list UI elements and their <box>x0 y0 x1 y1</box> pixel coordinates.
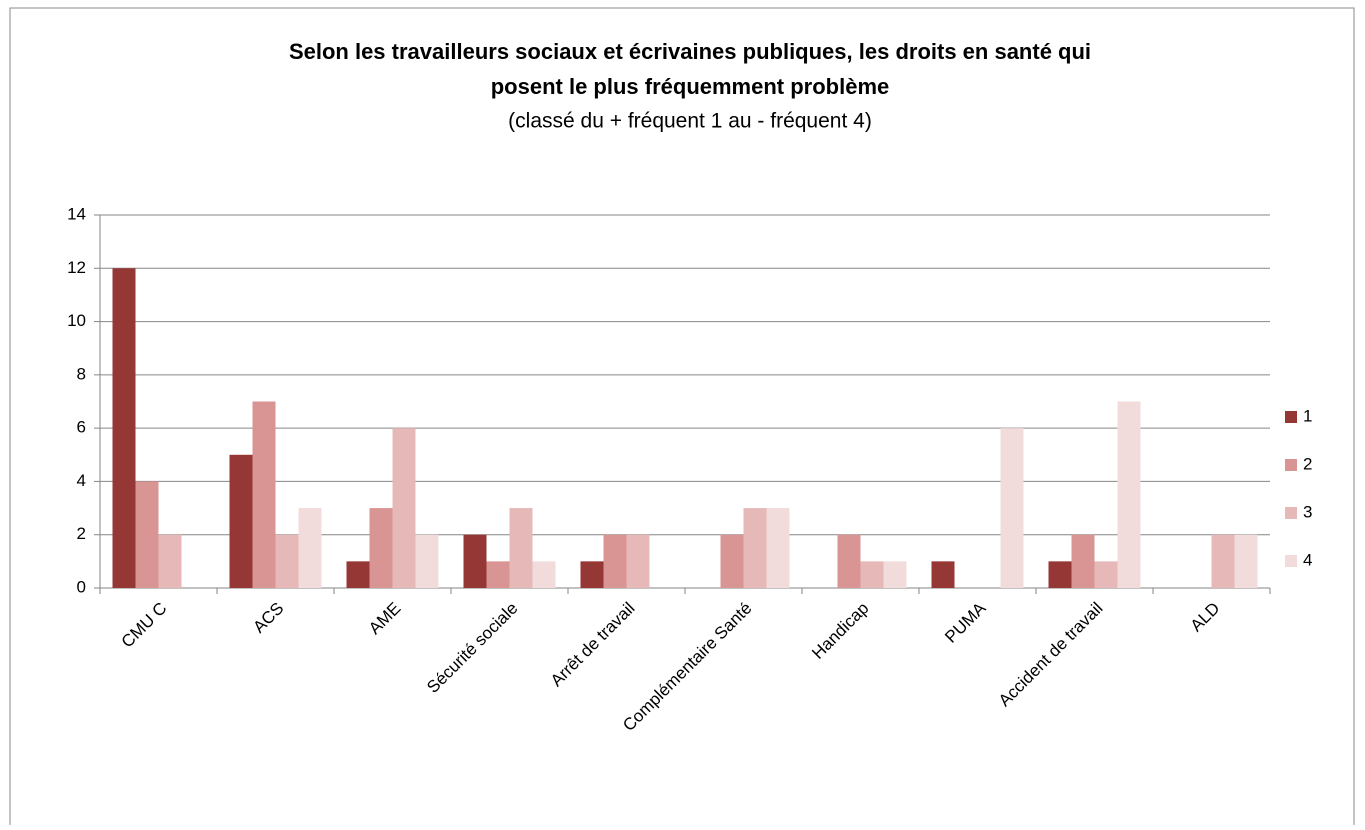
y-tick-label: 14 <box>67 204 86 223</box>
bar <box>720 534 744 588</box>
y-tick-label: 10 <box>67 311 86 330</box>
bar <box>298 508 322 588</box>
legend-label: 3 <box>1303 502 1312 521</box>
bar <box>626 534 650 588</box>
legend-swatch <box>1285 411 1297 423</box>
bar <box>509 508 533 588</box>
bar <box>931 561 955 588</box>
bar <box>1048 561 1072 588</box>
legend-label: 1 <box>1303 406 1312 425</box>
bar <box>486 561 510 588</box>
bar <box>1000 428 1024 588</box>
bar <box>1117 401 1141 588</box>
bar <box>369 508 393 588</box>
bar <box>603 534 627 588</box>
bar <box>252 401 276 588</box>
bar <box>883 561 907 588</box>
y-tick-label: 8 <box>77 364 86 383</box>
bar <box>112 268 136 588</box>
chart-title: posent le plus fréquemment problème <box>491 74 890 99</box>
bar <box>1094 561 1118 588</box>
bar <box>158 534 182 588</box>
legend-swatch <box>1285 459 1297 471</box>
y-tick-label: 6 <box>77 418 86 437</box>
bar <box>580 561 604 588</box>
bar <box>346 561 370 588</box>
bar <box>463 534 487 588</box>
bar <box>766 508 790 588</box>
bar <box>1234 534 1258 588</box>
bar <box>837 534 861 588</box>
bar <box>275 534 299 588</box>
bar <box>1071 534 1095 588</box>
legend-swatch <box>1285 555 1297 567</box>
chart-subtitle: (classé du + fréquent 1 au - fréquent 4) <box>508 110 872 133</box>
bar <box>415 534 439 588</box>
y-tick-label: 0 <box>77 577 86 596</box>
y-tick-label: 12 <box>67 258 86 277</box>
legend-label: 4 <box>1303 550 1312 569</box>
bar <box>743 508 767 588</box>
bar <box>532 561 556 588</box>
bar <box>860 561 884 588</box>
y-tick-label: 4 <box>77 471 86 490</box>
y-tick-label: 2 <box>77 524 86 543</box>
bar <box>1211 534 1235 588</box>
chart-title: Selon les travailleurs sociaux et écriva… <box>289 39 1091 64</box>
bar <box>392 428 416 588</box>
bar <box>135 481 159 588</box>
legend-label: 2 <box>1303 454 1312 473</box>
bar <box>229 454 253 588</box>
legend-swatch <box>1285 507 1297 519</box>
